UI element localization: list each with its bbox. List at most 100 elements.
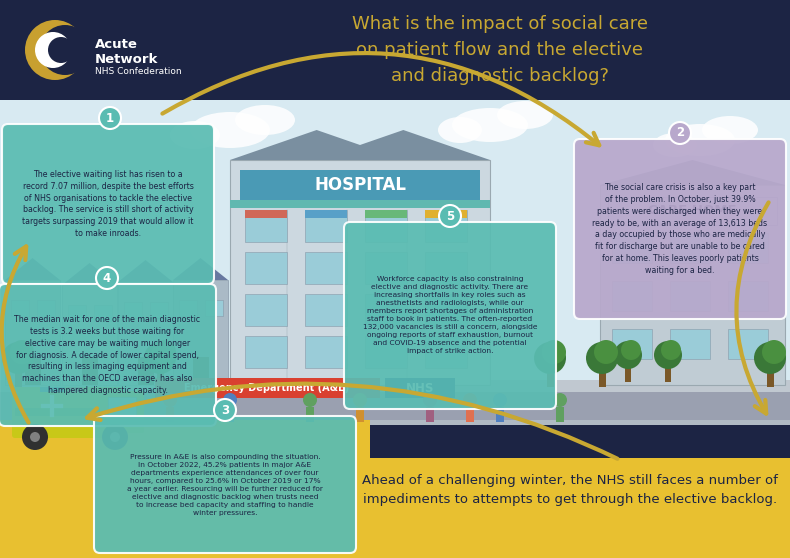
FancyBboxPatch shape: [0, 284, 216, 426]
Circle shape: [223, 393, 237, 407]
Bar: [15, 408, 100, 416]
Bar: [608, 197, 777, 225]
Text: CARE HOME: CARE HOME: [648, 204, 737, 218]
Text: What is the impact of social care
on patient flow and the elective
and diagnosti: What is the impact of social care on pat…: [352, 15, 648, 85]
Ellipse shape: [497, 101, 553, 129]
Circle shape: [614, 341, 642, 369]
Text: The median wait for one of the main diagnostic
tests is 3.2 weeks but those wait: The median wait for one of the main diag…: [14, 315, 201, 395]
Circle shape: [40, 25, 90, 75]
Circle shape: [303, 393, 317, 407]
Bar: [230, 200, 490, 208]
Bar: [426, 407, 434, 422]
Bar: [62, 285, 117, 385]
Circle shape: [594, 340, 618, 364]
Bar: [665, 362, 671, 382]
Circle shape: [762, 340, 786, 364]
Text: The social care crisis is also a key part
of the problem. In October, just 39.9%: The social care crisis is also a key par…: [592, 183, 768, 275]
Polygon shape: [317, 130, 490, 160]
Bar: [612, 281, 652, 311]
Circle shape: [586, 342, 618, 374]
Bar: [425, 294, 467, 326]
Bar: [670, 329, 710, 359]
FancyBboxPatch shape: [94, 416, 356, 553]
Bar: [0, 385, 790, 425]
Ellipse shape: [170, 121, 220, 149]
Bar: [118, 282, 173, 385]
Bar: [305, 210, 347, 242]
Bar: [193, 357, 209, 385]
Bar: [124, 302, 142, 318]
Bar: [556, 407, 564, 422]
Bar: [547, 365, 554, 387]
Bar: [385, 378, 455, 398]
Bar: [81, 357, 97, 385]
Circle shape: [439, 205, 461, 227]
Bar: [0, 392, 790, 420]
Bar: [612, 233, 652, 263]
Bar: [728, 233, 768, 263]
Text: 3: 3: [221, 403, 229, 416]
Bar: [230, 160, 490, 385]
Bar: [466, 407, 474, 422]
Bar: [728, 329, 768, 359]
Bar: [166, 407, 174, 422]
Circle shape: [754, 342, 786, 374]
Circle shape: [553, 393, 567, 407]
Circle shape: [102, 424, 128, 450]
Bar: [5, 280, 60, 385]
Text: NHS: NHS: [406, 382, 434, 395]
Bar: [150, 302, 168, 318]
Bar: [600, 185, 785, 385]
Ellipse shape: [452, 108, 528, 142]
Circle shape: [30, 432, 40, 442]
Bar: [68, 387, 83, 392]
Bar: [670, 281, 710, 311]
Polygon shape: [118, 260, 173, 282]
Ellipse shape: [190, 112, 270, 148]
Bar: [305, 336, 347, 368]
Polygon shape: [5, 258, 60, 280]
Text: NHS Confederation: NHS Confederation: [95, 67, 182, 76]
Bar: [179, 300, 197, 316]
Text: The elective waiting list has risen to a
record 7.07 million, despite the best e: The elective waiting list has risen to a…: [22, 170, 194, 238]
Text: 5: 5: [446, 209, 454, 223]
Text: Pressure in A&E is also compounding the situation.
In October 2022, 45.2% patien: Pressure in A&E is also compounding the …: [127, 454, 323, 516]
Circle shape: [35, 32, 71, 68]
Circle shape: [25, 20, 85, 80]
Bar: [496, 407, 504, 422]
Circle shape: [144, 342, 176, 374]
FancyBboxPatch shape: [574, 139, 786, 319]
Circle shape: [493, 393, 507, 407]
Bar: [245, 336, 287, 368]
Ellipse shape: [235, 105, 295, 135]
Circle shape: [423, 393, 437, 407]
Text: 2: 2: [676, 127, 684, 140]
Bar: [0, 458, 790, 558]
Bar: [11, 300, 29, 316]
Circle shape: [99, 107, 121, 129]
Ellipse shape: [438, 117, 482, 143]
Bar: [425, 336, 467, 368]
Polygon shape: [173, 258, 228, 280]
Bar: [0, 0, 790, 100]
Circle shape: [654, 341, 682, 369]
Circle shape: [152, 340, 176, 364]
Bar: [365, 210, 407, 218]
Bar: [37, 300, 55, 316]
Circle shape: [48, 37, 74, 63]
Polygon shape: [600, 160, 785, 185]
Circle shape: [2, 342, 34, 374]
Text: Emergency Department (A&E): Emergency Department (A&E): [184, 383, 350, 393]
Circle shape: [353, 393, 367, 407]
Circle shape: [214, 399, 236, 421]
Text: Workforce capacity is also constraining
elective and diagnostic activity. There : Workforce capacity is also constraining …: [363, 277, 537, 354]
Bar: [306, 407, 314, 422]
Circle shape: [163, 393, 177, 407]
Bar: [68, 305, 86, 321]
Bar: [137, 357, 153, 385]
Circle shape: [661, 340, 681, 360]
Text: 1: 1: [106, 112, 114, 124]
Ellipse shape: [665, 124, 735, 156]
Circle shape: [463, 393, 477, 407]
FancyBboxPatch shape: [2, 124, 214, 284]
